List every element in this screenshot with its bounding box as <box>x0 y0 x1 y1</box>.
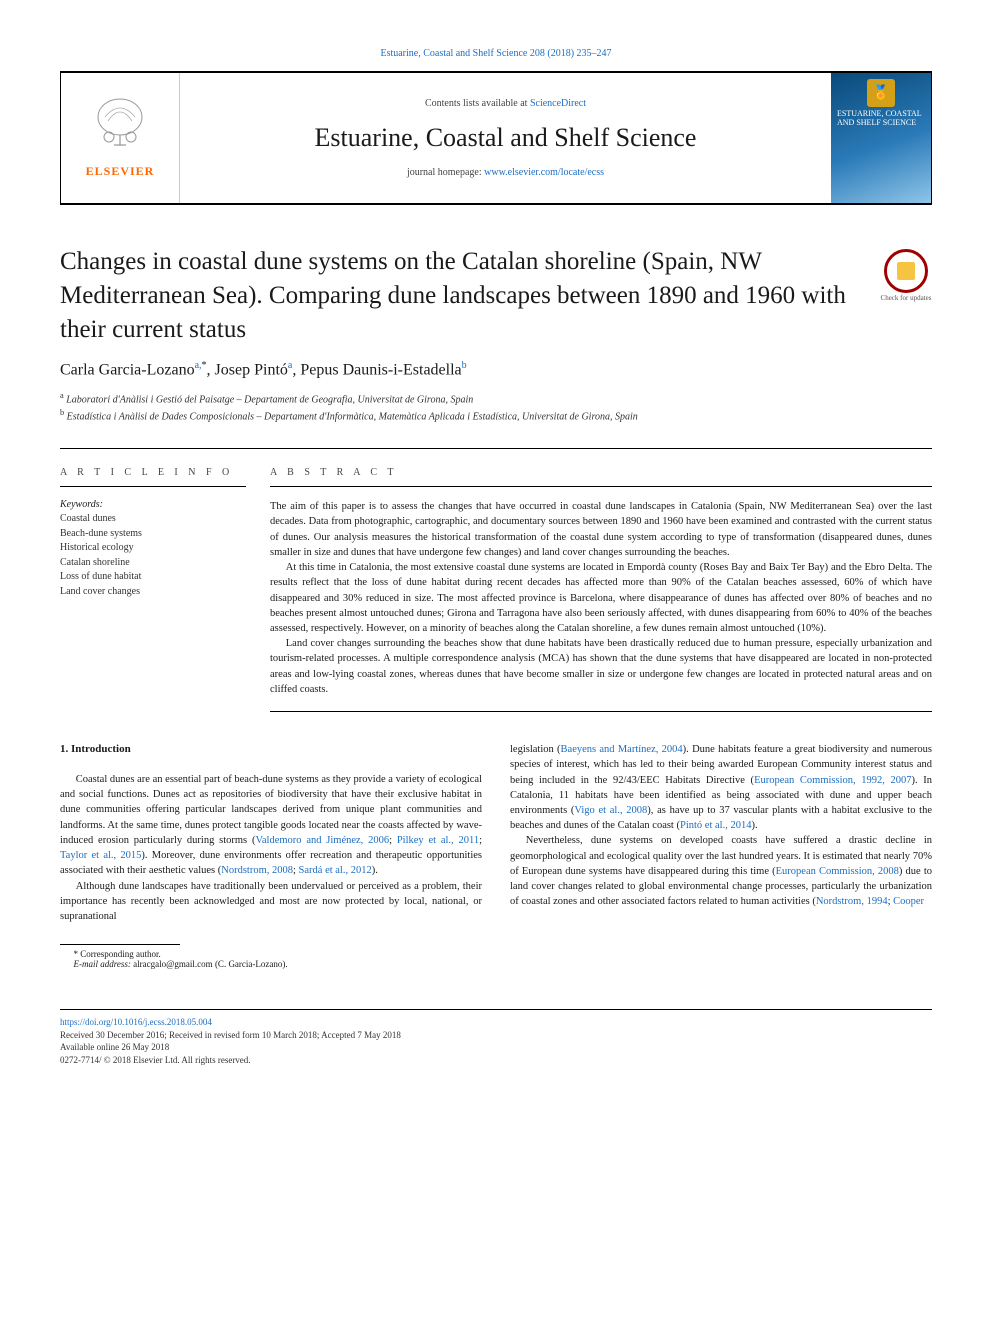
ref-link[interactable]: Pilkey et al., 2011 <box>397 835 479 846</box>
updates-label: Check for updates <box>880 295 932 303</box>
abstract-text: The aim of this paper is to assess the c… <box>270 499 932 697</box>
footer-block: https://doi.org/10.1016/j.ecss.2018.05.0… <box>60 1009 932 1066</box>
ref-link[interactable]: Pintó et al., 2014 <box>680 820 751 831</box>
journal-cover-thumb: 🏅 ESTUARINE, COASTAL AND SHELF SCIENCE <box>831 73 931 203</box>
article-title: Changes in coastal dune systems on the C… <box>60 245 860 346</box>
author-1: Carla Garcia-Lozano <box>60 362 195 379</box>
doi-link[interactable]: https://doi.org/10.1016/j.ecss.2018.05.0… <box>60 1017 212 1027</box>
elsevier-wordmark: ELSEVIER <box>86 164 155 179</box>
corr-label: * Corresponding author. <box>60 949 932 959</box>
keywords-label: Keywords: <box>60 499 246 510</box>
keyword-item: Beach-dune systems <box>60 527 246 542</box>
keyword-item: Historical ecology <box>60 541 246 556</box>
abstract-row: A R T I C L E I N F O Keywords: Coastal … <box>60 448 932 712</box>
body-p: Although dune landscapes have traditiona… <box>60 879 482 925</box>
keyword-item: Land cover changes <box>60 585 246 600</box>
ref-link[interactable]: Baeyens and Martínez, 2004 <box>561 744 683 755</box>
ref-link[interactable]: Cooper <box>893 896 924 907</box>
abstract-p2: At this time in Catalonia, the most exte… <box>270 560 932 636</box>
article-info-label: A R T I C L E I N F O <box>60 467 246 487</box>
author-2: , Josep Pintó <box>207 362 288 379</box>
abstract-bottom-rule <box>270 711 932 712</box>
sciencedirect-link[interactable]: ScienceDirect <box>530 98 586 109</box>
updates-mark-icon <box>897 262 915 280</box>
abstract-p3: Land cover changes surrounding the beach… <box>270 636 932 697</box>
journal-homepage-line: journal homepage: www.elsevier.com/locat… <box>180 167 831 178</box>
ref-link[interactable]: Nordstrom, 2008 <box>221 865 293 876</box>
footnote-rule <box>60 944 180 945</box>
masthead-center: Contents lists available at ScienceDirec… <box>180 73 831 203</box>
cover-badge-icon: 🏅 <box>867 79 895 107</box>
corresponding-author: * Corresponding author. E-mail address: … <box>60 944 932 969</box>
ref-link[interactable]: European Commission, 2008 <box>776 866 899 877</box>
body-col-right: legislation (Baeyens and Martínez, 2004)… <box>510 742 932 924</box>
affiliation-a: Laboratori d'Anàlisi i Gestió del Paisat… <box>66 394 473 405</box>
updates-circle-icon <box>884 249 928 293</box>
authors-line: Carla Garcia-Lozanoa,*, Josep Pintóa, Pe… <box>60 360 932 379</box>
homepage-prefix: journal homepage: <box>407 167 484 178</box>
available-line: Available online 26 May 2018 <box>60 1041 932 1054</box>
contents-lists-line: Contents lists available at ScienceDirec… <box>180 98 831 109</box>
check-updates-badge[interactable]: Check for updates <box>880 249 932 303</box>
author-3-affil: b <box>462 360 467 371</box>
article-info-col: A R T I C L E I N F O Keywords: Coastal … <box>60 467 270 712</box>
ref-link[interactable]: Sardá et al., 2012 <box>299 865 372 876</box>
journal-name: Estuarine, Coastal and Shelf Science <box>180 123 831 153</box>
affiliation-b: Estadística i Anàlisi de Dades Composici… <box>67 411 638 422</box>
header-citation: Estuarine, Coastal and Shelf Science 208… <box>60 48 932 59</box>
abstract-col: A B S T R A C T The aim of this paper is… <box>270 467 932 712</box>
ref-link[interactable]: Taylor et al., 2015 <box>60 850 141 861</box>
corr-email-suffix: (C. Garcia-Lozano). <box>213 959 288 969</box>
cover-title: ESTUARINE, COASTAL AND SHELF SCIENCE <box>835 110 927 128</box>
author-1-affil: a, <box>195 360 202 371</box>
abstract-label: A B S T R A C T <box>270 467 932 487</box>
ref-link[interactable]: Nordstrom, 1994 <box>816 896 888 907</box>
email-label: E-mail address: <box>74 959 134 969</box>
ref-link[interactable]: Valdemoro and Jiménez, 2006 <box>255 835 389 846</box>
masthead: ELSEVIER Contents lists available at Sci… <box>60 71 932 205</box>
keyword-item: Catalan shoreline <box>60 556 246 571</box>
body-p: Nevertheless, dune systems on developed … <box>510 833 932 909</box>
homepage-link[interactable]: www.elsevier.com/locate/ecss <box>484 167 604 178</box>
keyword-item: Loss of dune habitat <box>60 570 246 585</box>
intro-heading: 1. Introduction <box>60 742 482 758</box>
body-p: legislation (Baeyens and Martínez, 2004)… <box>510 742 932 833</box>
contents-prefix: Contents lists available at <box>425 98 530 109</box>
ref-link[interactable]: Vigo et al., 2008 <box>574 805 647 816</box>
keyword-item: Coastal dunes <box>60 512 246 527</box>
body-col-left: 1. Introduction Coastal dunes are an ess… <box>60 742 482 924</box>
citation-link[interactable]: Estuarine, Coastal and Shelf Science 208… <box>380 48 611 59</box>
corr-email-line: E-mail address: alracgalo@gmail.com (C. … <box>60 959 932 969</box>
body-columns: 1. Introduction Coastal dunes are an ess… <box>60 742 932 924</box>
keywords-list: Coastal dunes Beach-dune systems Histori… <box>60 512 246 599</box>
body-p: Coastal dunes are an essential part of b… <box>60 772 482 879</box>
elsevier-logo: ELSEVIER <box>61 73 180 203</box>
elsevier-tree-icon <box>90 97 150 162</box>
author-3: , Pepus Daunis-i-Estadella <box>292 362 461 379</box>
corr-email-link[interactable]: alracgalo@gmail.com <box>133 959 213 969</box>
received-line: Received 30 December 2016; Received in r… <box>60 1029 932 1042</box>
ref-link[interactable]: European Commission, 1992, 2007 <box>754 775 911 786</box>
abstract-p1: The aim of this paper is to assess the c… <box>270 499 932 560</box>
copyright-line: 0272-7714/ © 2018 Elsevier Ltd. All righ… <box>60 1054 932 1067</box>
affiliations: a Laboratori d'Anàlisi i Gestió del Pais… <box>60 390 932 425</box>
